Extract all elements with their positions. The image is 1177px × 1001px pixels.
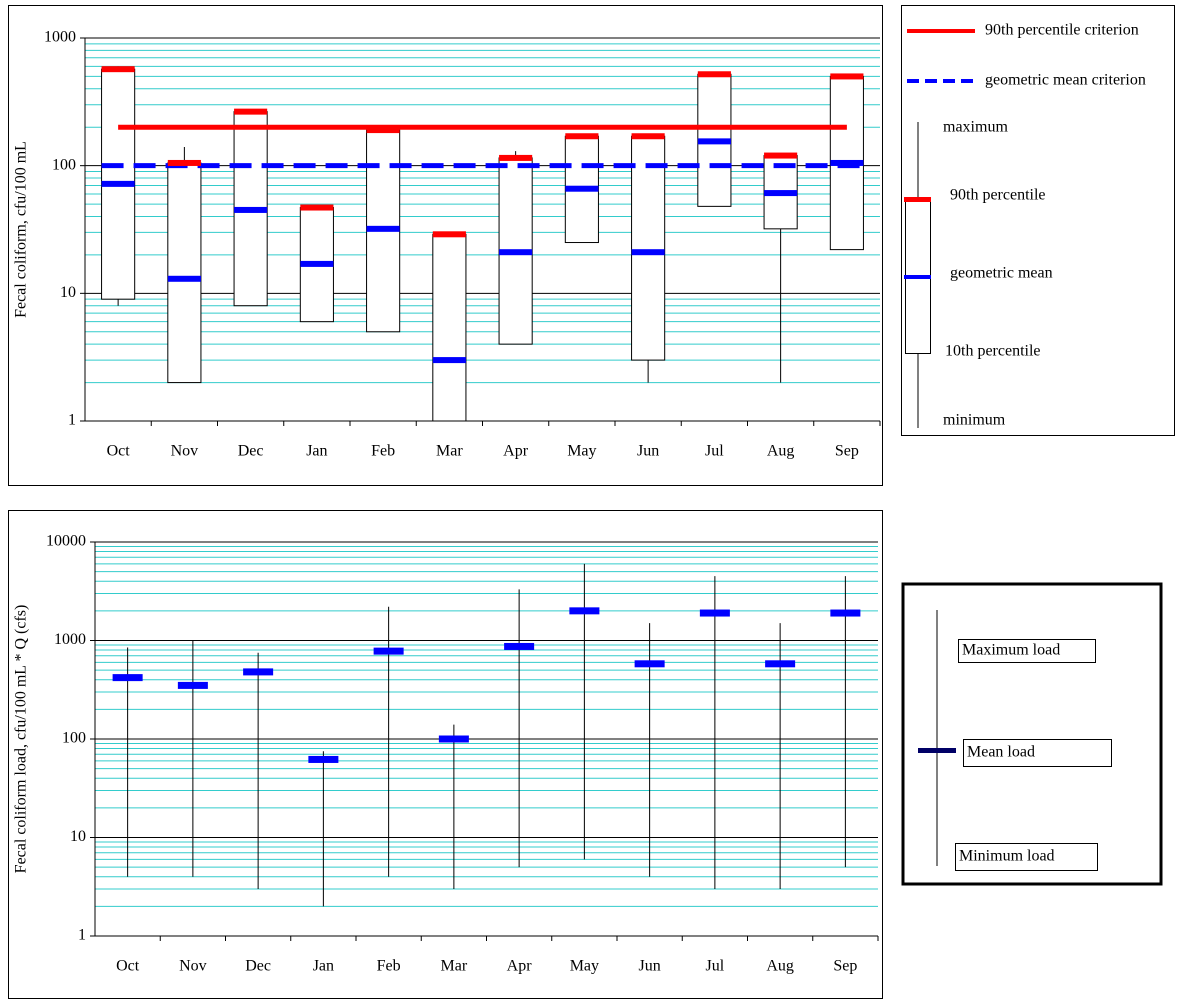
y-tick-label: 100 [62,730,86,747]
mean-mark [112,674,143,682]
mean-mark [634,660,665,668]
x-tick-label: Sep [835,443,859,460]
mean-mark [830,159,864,166]
legend-label: Maximum load [962,642,1060,659]
mean-mark [765,660,796,668]
legend-label: Minimum load [959,848,1055,865]
x-tick-label: May [570,958,599,975]
x-tick-label: Jan [306,443,327,460]
p90-mark [565,133,599,140]
x-tick-label: Feb [371,443,395,460]
mean-mark [432,357,466,364]
x-tick-label: Oct [116,958,140,975]
mean-mark [373,647,404,655]
x-tick-label: Apr [503,443,529,460]
legend-label: 90th percentile criterion [985,22,1139,39]
mean-mark [366,225,400,232]
mean-mark [699,609,730,617]
x-tick-label: May [567,443,596,460]
y-tick-label: 10000 [46,533,86,550]
p90-mark [631,133,665,140]
x-tick-label: Jun [639,958,661,975]
mean-mark [308,755,339,763]
legend-label: 10th percentile [945,343,1041,360]
y-axis-label: Fecal coliform, cfu/100 mL [13,141,30,318]
box [631,135,666,361]
mean-mark [504,642,535,650]
y-tick-label: 100 [52,156,76,173]
x-tick-label: Jul [705,443,724,460]
legend-label: minimum [943,412,1006,429]
mean-mark [177,681,208,689]
mean-mark [243,668,274,676]
legend-label: 90th percentile [950,187,1046,204]
mean-mark [300,260,334,267]
y-tick-label: 1 [78,927,86,944]
p90-mark [167,159,201,166]
mean-mark [499,249,533,256]
x-tick-label: Feb [377,958,401,975]
y-tick-label: 1000 [44,29,76,46]
x-tick-label: Mar [441,958,468,975]
y-tick-label: 10 [70,828,86,845]
x-tick-label: Apr [507,958,533,975]
x-tick-label: Mar [436,443,463,460]
p90-mark [432,231,466,238]
box [167,162,202,384]
legend-label: geometric mean [950,265,1053,282]
mean-mark [569,607,600,615]
x-tick-label: Dec [238,443,264,460]
mean-mark [438,735,469,743]
x-tick-label: Jul [706,958,725,975]
y-tick-label: 10 [60,284,76,301]
p90-mark [499,154,533,161]
y-tick-label: 1000 [54,631,86,648]
legend-label: Mean load [967,744,1035,761]
mean-mark [631,249,665,256]
legend-swatch [918,748,956,753]
mean-mark [234,206,268,213]
x-tick-label: Oct [107,443,131,460]
legend-frame [901,5,1175,436]
x-tick-label: Sep [833,958,857,975]
mean-mark [830,609,861,617]
x-tick-label: Nov [179,958,207,975]
legend-swatch [904,197,931,202]
mean-mark [101,180,135,187]
p90-mark [697,71,731,78]
p90-mark [366,127,400,134]
legend-swatch [904,275,931,279]
p90-mark [234,108,268,115]
p90-mark [764,152,798,159]
mean-mark [764,190,798,197]
y-tick-label: 1 [68,412,76,429]
legend-label-box [958,639,1096,663]
legend-label: geometric mean criterion [985,72,1146,89]
x-tick-label: Aug [767,443,795,460]
x-tick-label: Dec [245,958,271,975]
mean-mark [565,185,599,192]
p90-mark [300,204,334,211]
x-tick-label: Aug [766,958,794,975]
x-tick-label: Jun [637,443,659,460]
x-tick-label: Nov [171,443,199,460]
mean-mark [697,138,731,145]
y-axis-label: Fecal coliform load, cfu/100 mL * Q (cfs… [13,605,30,874]
p90-mark [830,73,864,80]
legend-frame [901,582,1163,886]
x-tick-label: Jan [313,958,334,975]
box [432,233,467,422]
mean-mark [167,275,201,282]
legend-label-box [963,739,1112,767]
p90-mark [101,66,135,73]
legend-label-box [955,843,1098,871]
legend-label: maximum [943,119,1008,136]
